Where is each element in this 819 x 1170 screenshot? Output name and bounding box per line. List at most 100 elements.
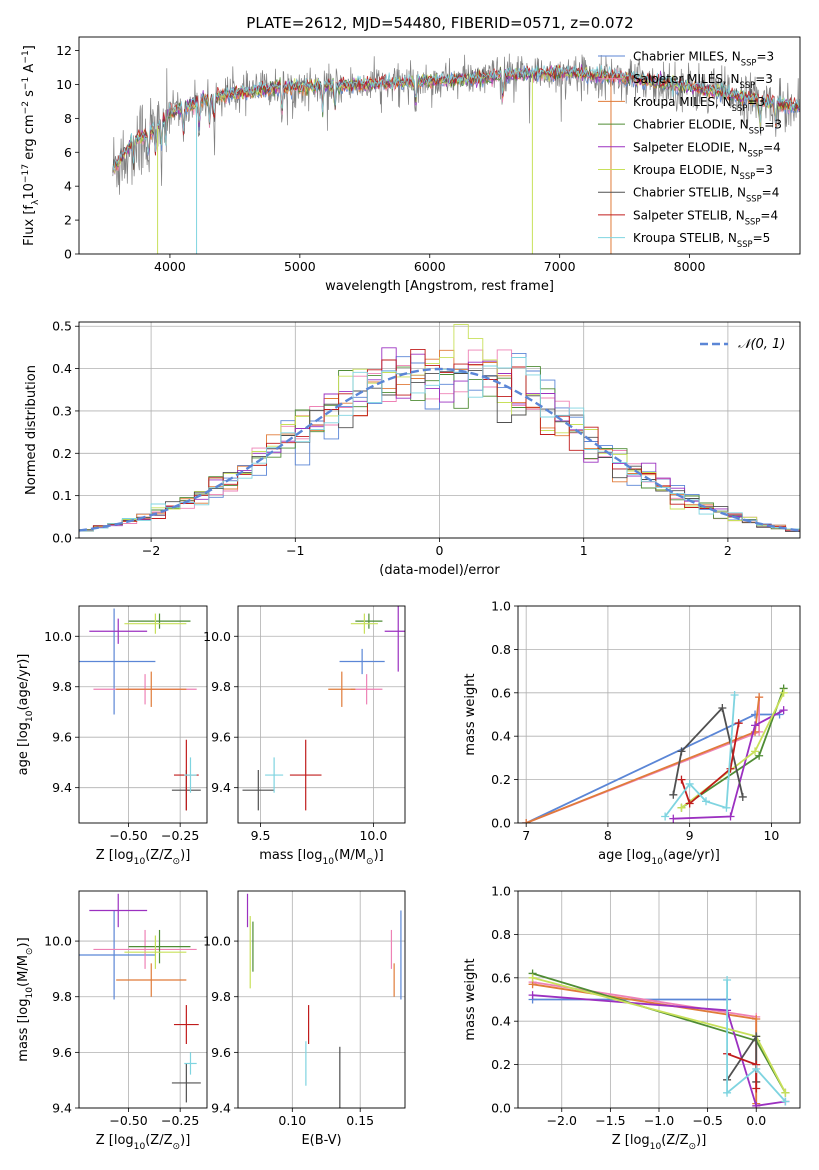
y-tick-label: 9.8 [52,679,72,694]
y-tick-label: 10.0 [203,629,231,644]
y-tick-label: 9.6 [211,730,231,745]
mass-weight-line-salpeter-stelib [680,723,740,806]
x-tick-label: 1 [580,543,588,558]
y-tick-label: 9.6 [211,1045,231,1060]
y-tick-label: 2 [64,213,72,228]
mass-weight-marker-chabrier-stelib [752,1032,761,1041]
mass-weight-marker-chabrier-stelib [669,790,678,799]
x-tick-label: −0.5 [692,1113,722,1128]
y-tick-label: 9.8 [211,989,231,1004]
mass-weight-marker-kroupa-miles [752,1015,761,1024]
age-vs-mass-frame [237,605,406,824]
legend-label-chabrier-elodie: Chabrier ELODIE, NSSP=3 [633,118,782,136]
y-tick-label: 9.6 [52,730,72,745]
x-tick-label: 0.10 [278,1113,306,1128]
age-vs-Z-xlabel: Z [log10(Z/Z⊙)] [96,848,191,867]
legend-label-kroupa-stelib: Kroupa STELIB, NSSP=5 [633,231,770,249]
age-vs-mass-xlabel: mass [log10(M/M⊙)] [259,848,383,867]
y-tick-label: 1.0 [491,884,511,899]
age-vs-Z-points [79,608,201,811]
mass-weight-vs-age-ylabel: mass weight [463,673,478,755]
x-tick-label: −1 [286,543,304,558]
spectrum-model-kroupa-stelib [112,65,800,171]
mass-weight-marker-kroupa-stelib [661,812,670,821]
mass-weight-marker-salpeter-stelib [726,764,735,773]
y-tick-label: 9.4 [52,1101,72,1116]
x-tick-label: 5000 [284,259,316,274]
mass-vs-Z-frame [78,890,208,1109]
y-tick-label: 10.0 [44,629,72,644]
mass-weight-vs-Z-frame [517,890,801,1109]
y-tick-label: 0.0 [52,531,72,546]
age-vs-Z-grid [79,606,207,823]
mass-weight-marker-chabrier-stelib [718,703,727,712]
x-tick-label: 6000 [414,259,446,274]
x-tick-label: 9 [686,828,694,843]
x-tick-label: −0.25 [161,828,199,843]
y-tick-label: 0.0 [491,1101,511,1116]
hist-legend-label: 𝒩(0, 1) [738,337,785,352]
mass-vs-Z-grid [79,891,207,1109]
mass-weight-marker-salpeter-elodie [779,706,788,715]
mass-weight-vs-Z-lines [528,969,790,1108]
age-vs-mass-axes: 9.5 10.0 9.4 9.6 9.8 10.0 [203,606,405,843]
legend-label-salpeter-miles: Salpeter MILES, NSSP=3 [633,72,773,90]
legend-label-chabrier-stelib: Chabrier STELIB, NSSP=4 [633,186,779,204]
mass-weight-marker-salpeter-elodie [726,812,735,821]
histogram-steps [79,324,800,534]
mass-weight-marker-kroupa-stelib [723,1088,732,1097]
x-tick-label: 4000 [154,259,186,274]
y-tick-label: 0.6 [491,685,511,700]
x-tick-label: 0.15 [346,1113,374,1128]
age-vs-mass-points [242,606,405,811]
y-tick-label: 10 [56,77,72,92]
mass-weight-marker-kroupa-stelib [722,803,731,812]
normal-reference-curve [79,367,800,532]
mass-vs-Z-axes: −0.50 −0.25 9.4 9.6 9.8 10.0 [44,891,207,1128]
x-tick-label: −1.5 [595,1113,625,1128]
mass-weight-line-chabrier-elodie [680,688,785,809]
y-tick-label: 4 [64,179,72,194]
x-tick-label: 10.0 [359,828,387,843]
mass-weight-marker-salpeter-stelib [752,1084,761,1093]
mass-weight-marker-kroupa-stelib [723,975,732,984]
mass-weight-marker-salpeter-stelib [677,775,686,784]
mass-weight-marker-kroupa-elodie [781,1088,790,1097]
x-tick-label: −2.0 [547,1113,577,1128]
x-tick-label: −0.50 [109,828,147,843]
legend-label-chabrier-miles: Chabrier MILES, NSSP=3 [633,50,774,68]
residual-histogram-axes: −2 −1 0 1 2 0.0 0.1 0.2 0.3 0.4 0.5 [52,319,800,558]
x-tick-label: −2 [142,543,160,558]
legend-label-kroupa-miles: Kroupa MILES, NSSP=3 [633,95,765,113]
y-tick-label: 0.3 [52,403,72,418]
y-tick-label: 9.6 [52,1045,72,1060]
legend-label-kroupa-elodie: Kroupa ELODIE, NSSP=3 [633,163,773,181]
mass-weight-marker-kroupa-miles [522,819,531,823]
mass-weight-vs-age-axes: 7 8 9 10 0.0 0.2 0.4 0.6 0.8 1.0 [491,599,800,843]
mass-weight-marker-salpeter-elodie [669,814,678,823]
mass-weight-marker-kroupa-stelib [702,797,710,806]
hist-ylabel: Normed distribution [24,365,39,495]
y-tick-label: 0.8 [491,927,511,942]
mass-weight-marker-kroupa-elodie [751,747,760,756]
y-tick-label: 9.4 [211,780,231,795]
mass-weight-marker-chabrier-stelib [677,747,686,756]
y-tick-label: 0.2 [491,1057,511,1072]
legend-label-salpeter-stelib: Salpeter STELIB, NSSP=4 [633,208,778,226]
mass-vs-Z-points [79,893,201,1103]
mass-weight-vs-age-frame [517,605,801,824]
x-tick-label: 0 [436,543,444,558]
mass-weight-line-salpeter-stelib [726,1052,758,1089]
y-tick-label: 9.8 [52,989,72,1004]
histogram-salpeter-stelib [79,348,800,532]
y-tick-label: 0 [64,247,72,262]
x-tick-label: −0.50 [109,1113,147,1128]
mass-weight-line-chabrier-miles [525,713,780,823]
y-tick-label: 0.6 [491,970,511,985]
y-tick-label: 6 [64,145,72,160]
x-tick-label: 10 [763,828,779,843]
mass-weight-marker-kroupa-elodie [677,803,686,812]
x-tick-label: 8 [604,828,612,843]
age-vs-mass-grid [238,606,405,823]
mass-weight-marker-salpeter-elodie [751,721,760,730]
